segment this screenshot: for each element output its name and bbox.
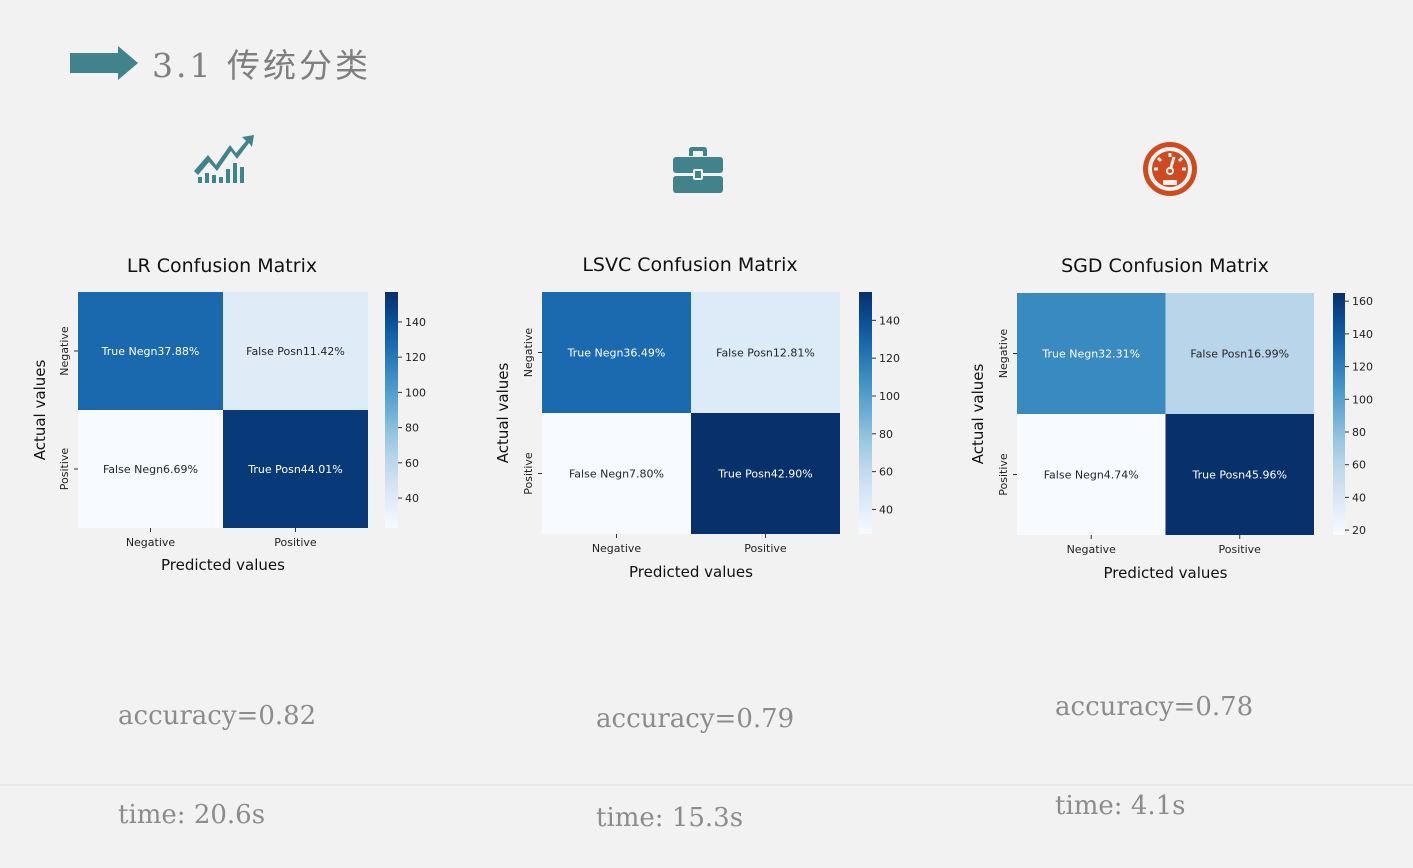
sgd-cell-r1c1 [1165, 414, 1314, 535]
lr-chart-title: LR Confusion Matrix [127, 255, 317, 277]
lsvc-x-axis-label: Predicted values [629, 563, 753, 581]
lr-y-axis-label: Actual values [31, 360, 49, 461]
lr-cell-label: False Negn6.69% [103, 463, 198, 476]
sgd-cell-r0c1 [1165, 293, 1314, 414]
sgd-x-tick-label: Negative [1067, 543, 1117, 556]
sgd-chart-title: SGD Confusion Matrix [1061, 255, 1269, 277]
sgd-cell-label: True Posn45.96% [1192, 469, 1287, 482]
lsvc-chart-title: LSVC Confusion Matrix [582, 254, 797, 276]
lsvc-x-tick-label: Negative [592, 542, 642, 555]
sgd-time: time: 4.1s [1055, 791, 1186, 821]
lr-cell-label: False Posn11.42% [246, 345, 345, 358]
lr-colorbar-tick-label: 80 [405, 422, 419, 435]
lsvc-cell-r0c1 [691, 292, 840, 413]
sgd-cell-label: False Negn4.74% [1044, 469, 1139, 482]
lsvc-colorbar-tick-label: 120 [879, 352, 900, 365]
sgd-cell-label: True Negn32.31% [1041, 348, 1140, 361]
lr-y-tick-label: Positive [58, 448, 71, 491]
lsvc-cell-r1c0 [542, 413, 691, 534]
sgd-colorbar-tick-label: 100 [1352, 393, 1373, 406]
lsvc-colorbar-tick-label: 100 [879, 390, 900, 403]
lr-cell-label: True Posn44.01% [247, 463, 342, 476]
sgd-y-tick-label: Negative [997, 329, 1010, 379]
lsvc-metrics: accuracy=0.79 time: 15.3s [596, 637, 794, 868]
sgd-accuracy: accuracy=0.78 [1055, 692, 1254, 722]
lr-colorbar-tick-label: 100 [405, 386, 426, 399]
lr-confusion-matrix: LR Confusion Matrix True Negn37.88% False … [31, 255, 426, 574]
lr-colorbar-tick-label: 120 [405, 351, 426, 364]
lr-x-axis-label: Predicted values [161, 556, 285, 574]
lr-cell-r0c0 [78, 292, 223, 410]
lr-cell-label: True Negn37.88% [101, 345, 200, 358]
lsvc-time: time: 15.3s [596, 803, 744, 833]
sgd-cell-label: False Posn16.99% [1190, 348, 1289, 361]
briefcase-icon [673, 147, 723, 193]
lsvc-y-tick-label: Negative [522, 328, 535, 378]
lr-cell-r0c1 [223, 292, 368, 410]
lsvc-accuracy: accuracy=0.79 [596, 704, 795, 734]
sgd-colorbar-tick-label: 20 [1352, 524, 1366, 537]
lr-colorbar [385, 292, 398, 528]
sgd-colorbar-tick-label: 40 [1352, 491, 1366, 504]
lr-cell-r1c1 [223, 410, 368, 528]
sgd-colorbar-tick-label: 120 [1352, 361, 1373, 374]
slide-title: 3.1 传统分类 [70, 38, 371, 88]
lsvc-cell-r1c1 [691, 413, 840, 534]
lr-colorbar-tick-label: 40 [405, 492, 419, 505]
lr-y-tick-label: Negative [58, 326, 71, 376]
lr-accuracy: accuracy=0.82 [118, 701, 317, 731]
lsvc-cell-label: True Negn36.49% [567, 347, 666, 360]
lsvc-confusion-matrix: LSVC Confusion Matrix True Negn36.49% Fals… [494, 254, 900, 581]
lr-x-tick-label: Positive [274, 536, 317, 549]
sgd-x-axis-label: Predicted values [1104, 564, 1228, 582]
lsvc-cell-label: False Posn12.81% [716, 347, 815, 360]
lsvc-cell-r0c0 [542, 292, 691, 413]
arrow-right-icon [70, 46, 138, 80]
lsvc-y-tick-label: Positive [522, 452, 535, 495]
sgd-colorbar-tick-label: 140 [1352, 328, 1373, 341]
sgd-cell-r0c0 [1017, 293, 1166, 414]
lsvc-colorbar-tick-label: 40 [879, 503, 893, 516]
lr-colorbar-tick-label: 140 [405, 316, 426, 329]
confusion-matrix-charts: LR Confusion Matrix True Negn37.88% False … [31, 254, 1373, 582]
lr-colorbar-tick-label: 60 [405, 457, 419, 470]
lr-x-tick-label: Negative [126, 536, 176, 549]
sgd-colorbar [1333, 293, 1345, 535]
sgd-cell-r1c0 [1017, 414, 1166, 535]
slide-title-text: 3.1 传统分类 [152, 46, 371, 85]
lsvc-colorbar-tick-label: 60 [879, 466, 893, 479]
lsvc-colorbar [859, 292, 872, 534]
sgd-y-axis-label: Actual values [969, 364, 987, 465]
chart-growth-icon [194, 135, 254, 183]
footer-line [0, 784, 1413, 786]
lsvc-colorbar-tick-label: 140 [879, 314, 900, 327]
sgd-y-tick-label: Positive [997, 453, 1010, 496]
sgd-colorbar-tick-label: 160 [1352, 295, 1373, 308]
sgd-x-tick-label: Positive [1219, 543, 1262, 556]
lr-cell-r1c0 [78, 410, 223, 528]
sgd-colorbar-tick-label: 60 [1352, 459, 1366, 472]
lr-time: time: 20.6s [118, 800, 266, 830]
lsvc-cell-label: False Negn7.80% [569, 468, 664, 481]
lsvc-y-axis-label: Actual values [494, 363, 512, 464]
lsvc-colorbar-tick-label: 80 [879, 428, 893, 441]
speedometer-icon [1143, 142, 1197, 196]
sgd-colorbar-tick-label: 80 [1352, 426, 1366, 439]
sgd-confusion-matrix: SGD Confusion Matrix True Negn32.31% False… [969, 255, 1373, 582]
lsvc-cell-label: True Posn42.90% [717, 468, 812, 481]
sgd-metrics: accuracy=0.78 time: 4.1s [1055, 625, 1253, 856]
lsvc-x-tick-label: Positive [744, 542, 787, 555]
lr-metrics: accuracy=0.82 time: 20.6s [118, 634, 316, 865]
